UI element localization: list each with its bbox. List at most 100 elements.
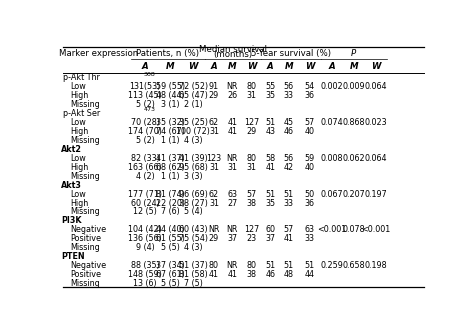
Text: 65 (47): 65 (47) <box>179 91 208 100</box>
Text: NR: NR <box>227 154 238 163</box>
Text: Negative: Negative <box>70 261 106 270</box>
Text: 63: 63 <box>304 225 314 234</box>
Text: High: High <box>70 127 89 136</box>
Text: A: A <box>211 62 217 71</box>
Text: 43: 43 <box>266 127 276 136</box>
Text: 35: 35 <box>265 198 275 208</box>
Text: 0.197: 0.197 <box>365 190 387 198</box>
Text: 80: 80 <box>247 154 256 163</box>
Text: 174 (70): 174 (70) <box>128 127 162 136</box>
Text: 31: 31 <box>247 91 256 100</box>
Text: 127: 127 <box>244 118 259 127</box>
Text: 5 (2): 5 (2) <box>135 136 154 145</box>
Text: 27: 27 <box>227 198 238 208</box>
Text: 0.078: 0.078 <box>342 225 365 234</box>
Text: W: W <box>247 62 256 71</box>
Text: 41: 41 <box>284 234 294 243</box>
Text: NR: NR <box>227 225 238 234</box>
Text: 0.064: 0.064 <box>365 82 387 91</box>
Text: 57: 57 <box>304 118 314 127</box>
Text: 58: 58 <box>265 154 275 163</box>
Text: 41: 41 <box>228 118 238 127</box>
Text: High: High <box>70 91 89 100</box>
Text: M: M <box>350 62 358 71</box>
Text: 51: 51 <box>284 261 294 270</box>
Text: 131(53): 131(53) <box>129 82 161 91</box>
Text: NR: NR <box>209 225 219 234</box>
Text: 5-Year survival (%): 5-Year survival (%) <box>251 49 331 58</box>
Text: 38 (27): 38 (27) <box>179 198 208 208</box>
Text: 148 (59): 148 (59) <box>128 270 162 279</box>
Text: 5 (5): 5 (5) <box>161 279 180 288</box>
Text: 51: 51 <box>304 261 314 270</box>
Text: 36: 36 <box>304 198 314 208</box>
Text: 57: 57 <box>284 225 294 234</box>
Text: 38: 38 <box>247 270 256 279</box>
Text: 68 (62): 68 (62) <box>156 163 185 172</box>
Text: 1 (1): 1 (1) <box>161 172 180 181</box>
Text: Low: Low <box>70 154 86 163</box>
Text: 31: 31 <box>247 163 256 172</box>
Text: 48: 48 <box>284 270 294 279</box>
Text: Positive: Positive <box>70 234 102 243</box>
Text: 37: 37 <box>228 234 238 243</box>
Text: Akt3: Akt3 <box>61 181 82 190</box>
Text: 44 (40): 44 (40) <box>156 225 184 234</box>
Text: 42: 42 <box>284 163 294 172</box>
Text: 44: 44 <box>304 270 314 279</box>
Text: (months): (months) <box>213 50 253 60</box>
Text: 4 (3): 4 (3) <box>184 136 202 145</box>
Text: Missing: Missing <box>70 243 100 252</box>
Text: 51: 51 <box>265 190 275 198</box>
Text: PI3K: PI3K <box>61 216 82 225</box>
Text: 26: 26 <box>228 91 238 100</box>
Text: 36: 36 <box>304 91 314 100</box>
Text: 80: 80 <box>247 82 256 91</box>
Text: Missing: Missing <box>70 136 100 145</box>
Text: 82 (33): 82 (33) <box>131 154 159 163</box>
Text: 5 (5): 5 (5) <box>161 243 180 252</box>
Text: 5 (2): 5 (2) <box>135 100 154 109</box>
Text: Negative: Negative <box>70 225 106 234</box>
Text: 1 (1): 1 (1) <box>161 136 180 145</box>
Text: 72 (52): 72 (52) <box>179 82 208 91</box>
Text: 4 (3): 4 (3) <box>184 243 202 252</box>
Text: W: W <box>189 62 198 71</box>
Text: 54: 54 <box>304 82 314 91</box>
Text: 57: 57 <box>246 190 256 198</box>
Text: 35 (25): 35 (25) <box>179 118 208 127</box>
Text: P: P <box>351 49 357 58</box>
Text: Missing: Missing <box>70 208 100 216</box>
Text: 62: 62 <box>209 190 219 198</box>
Text: A: A <box>142 62 148 71</box>
Text: Missing: Missing <box>70 279 100 288</box>
Text: 41: 41 <box>209 270 219 279</box>
Text: PTEN: PTEN <box>61 252 85 261</box>
Text: 91: 91 <box>209 82 219 91</box>
Text: M: M <box>166 62 174 71</box>
Text: M: M <box>285 62 293 71</box>
Text: 40: 40 <box>304 127 314 136</box>
Text: 0.062: 0.062 <box>342 154 365 163</box>
Text: 31: 31 <box>209 198 219 208</box>
Text: 51 (37): 51 (37) <box>179 261 208 270</box>
Text: 136 (56): 136 (56) <box>128 234 162 243</box>
Text: 33: 33 <box>284 91 294 100</box>
Text: 40: 40 <box>304 163 314 172</box>
Text: 38: 38 <box>247 198 256 208</box>
Text: 60 (24): 60 (24) <box>131 198 159 208</box>
Text: 31: 31 <box>209 127 219 136</box>
Text: 59: 59 <box>304 154 314 163</box>
Text: 41: 41 <box>228 270 238 279</box>
Text: 308: 308 <box>144 72 155 77</box>
Text: 50: 50 <box>304 190 314 198</box>
Text: 177 (71): 177 (71) <box>128 190 162 198</box>
Text: 63: 63 <box>228 190 238 198</box>
Text: 29: 29 <box>209 91 219 100</box>
Text: 29: 29 <box>209 234 219 243</box>
Text: 46: 46 <box>284 127 294 136</box>
Text: 5 (4): 5 (4) <box>184 208 202 216</box>
Text: A: A <box>267 62 274 71</box>
Text: 23: 23 <box>247 234 256 243</box>
Text: 51: 51 <box>265 118 275 127</box>
